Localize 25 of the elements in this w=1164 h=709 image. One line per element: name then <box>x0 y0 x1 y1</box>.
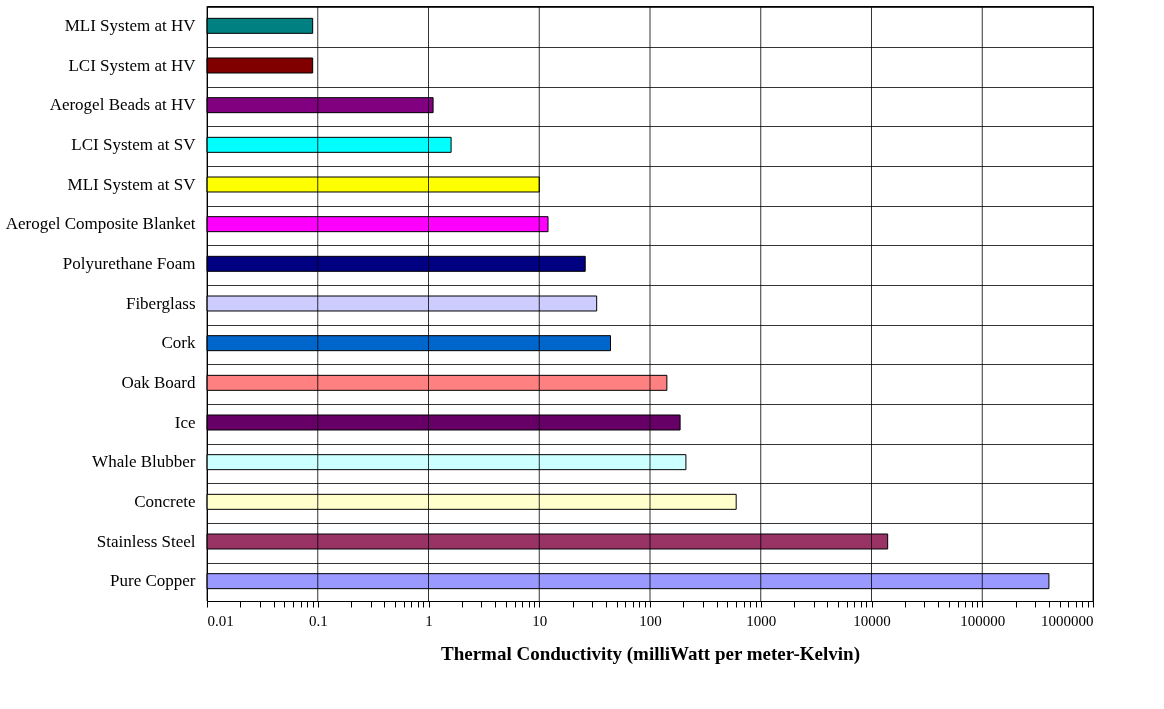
y-tick-label: Cork <box>161 333 196 353</box>
x-tick-label: 10 <box>532 612 548 629</box>
x-tick-label: 1000 <box>746 612 777 629</box>
y-tick-label: Aerogel Beads at HV <box>49 95 197 115</box>
y-tick-label: Whale Blubber <box>92 452 196 472</box>
y-tick-label: Ice <box>174 412 196 432</box>
x-tick-label: 0.01 <box>207 612 234 629</box>
y-tick-label: LCI System at SV <box>71 134 197 154</box>
y-tick-label: Aerogel Composite Blanket <box>5 214 196 234</box>
x-tick-label: 0.1 <box>308 612 328 629</box>
y-tick-label: Polyurethane Foam <box>62 253 196 273</box>
y-tick-label: Concrete <box>134 491 196 511</box>
x-tick-label: 100000 <box>960 612 1006 629</box>
x-tick-label: 10000 <box>853 612 891 629</box>
y-tick-label: Stainless Steel <box>96 531 196 551</box>
y-tick-label: Fiberglass <box>125 293 196 313</box>
y-tick-label: MLI System at SV <box>67 174 197 194</box>
y-tick-label: MLI System at HV <box>64 15 197 35</box>
x-tick-label: 100 <box>639 612 662 629</box>
y-tick-label: Oak Board <box>121 372 196 392</box>
x-axis-title: Thermal Conductivity (milliWatt per meter-Kelvin) <box>441 642 860 665</box>
x-tick-label: 1 <box>425 612 433 629</box>
y-tick-label: LCI System at HV <box>68 55 197 75</box>
y-tick-label: Pure Copper <box>110 571 196 591</box>
x-tick-label: 1000000 <box>1041 612 1094 629</box>
